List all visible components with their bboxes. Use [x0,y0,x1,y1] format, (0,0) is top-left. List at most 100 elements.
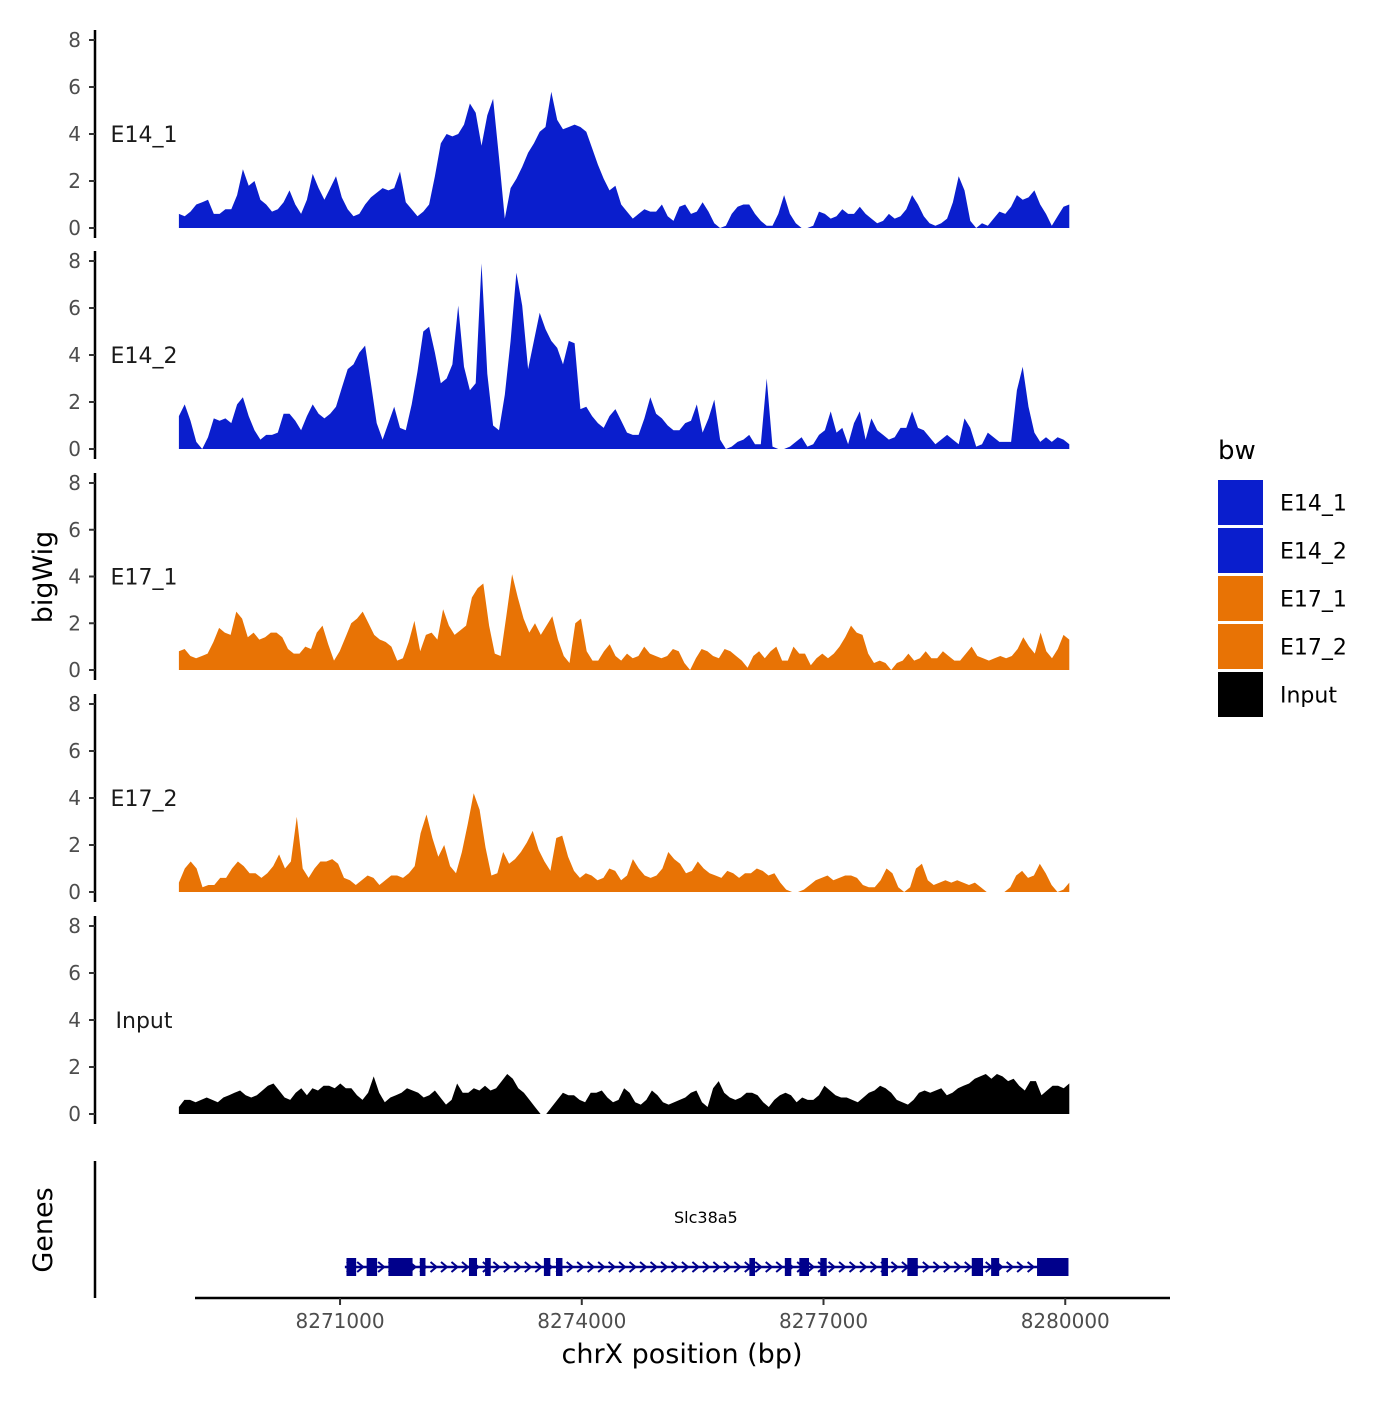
gene-exon [881,1258,888,1276]
legend-label: Input [1280,684,1337,709]
strand-arrow [649,1261,659,1273]
legend-label: E14_1 [1280,492,1347,517]
x-tick-label: 8280000 [1021,1309,1110,1333]
strand-arrow [534,1261,543,1273]
strand-arrow [440,1261,449,1273]
gene-exon [485,1258,491,1276]
x-tick-label: 8277000 [779,1309,868,1333]
strand-arrow [775,1261,784,1273]
track-label: E14_1 [111,123,178,148]
genes-axis-title: Genes [28,1187,59,1272]
tracks-layer: 0 2 4 6 8 E14_1 0 2 4 6 8 E14_2 0 2 4 6 8 E17_1 0 2 4 6 8 E17_2… [68,28,1070,1126]
track-label: Input [116,1009,173,1034]
gene-exon [346,1258,357,1276]
signal-area-Input [178,1074,1070,1114]
y-tick-label: 4 [68,343,81,367]
legend-key [1218,576,1263,621]
track-input: 0 2 4 6 8 Input [68,914,1070,1126]
strand-arrow [943,1261,952,1273]
strand-arrow [377,1261,386,1273]
strand-arrow [587,1261,596,1273]
legend-item-input: Input [1218,672,1337,717]
strand-arrow [691,1261,700,1273]
gene-name-label: Slc38a5 [674,1208,738,1227]
strand-arrow [607,1261,617,1273]
strand-arrow [566,1261,575,1273]
strand-arrow [1016,1261,1025,1273]
legend-label: E14_2 [1280,540,1347,565]
y-tick-label: 4 [68,786,81,810]
y-tick-label: 6 [68,518,81,542]
strand-arrow [492,1261,501,1273]
y-axis-title: bigWig [28,531,59,624]
strand-arrow [503,1261,512,1273]
gene-exon [799,1258,810,1276]
legend-item-e14-2: E14_2 [1218,528,1347,573]
y-tick-label: 2 [68,390,81,414]
strand-arrow [712,1261,721,1273]
gene-exon [749,1258,756,1276]
gene-exon [971,1258,984,1276]
strand-arrow [869,1261,879,1273]
strand-arrow [953,1261,962,1273]
y-tick-label: 2 [68,169,81,193]
x-tick-label: 8271000 [296,1309,385,1333]
gene-track: Slc38a5 [93,1161,1069,1298]
y-tick-label: 0 [68,216,81,240]
track-e14-2: 0 2 4 6 8 E14_2 [68,249,1070,461]
strand-arrow [1006,1261,1015,1273]
gene-exon [555,1258,563,1276]
legend-label: E17_2 [1280,636,1347,661]
strand-arrow [461,1261,470,1273]
strand-arrow [576,1261,585,1273]
y-tick-label: 6 [68,296,81,320]
strand-arrow [932,1261,941,1273]
y-tick-label: 8 [68,692,81,716]
y-tick-label: 8 [68,471,81,495]
legend-title: bw [1218,436,1256,466]
gene-exon [991,1258,1000,1276]
strand-arrow [848,1261,858,1273]
strand-arrow [922,1261,931,1273]
signal-area-E17_1 [178,574,1070,670]
strand-arrow [524,1261,533,1273]
track-label: E17_1 [111,566,178,591]
track-e17-2: 0 2 4 6 8 E17_2 [68,692,1070,904]
gene-exon [419,1258,426,1276]
gene-exon [820,1258,827,1276]
y-tick-label: 2 [68,833,81,857]
y-tick-label: 6 [68,961,81,985]
y-tick-label: 0 [68,880,81,904]
strand-arrow [639,1261,648,1273]
strand-arrow [618,1261,627,1273]
y-tick-label: 0 [68,437,81,461]
strand-arrow [733,1261,742,1273]
gene-exon [784,1258,792,1276]
strand-arrow [1026,1261,1036,1273]
track-e17-1: 0 2 4 6 8 E17_1 [68,471,1070,682]
strand-arrow [597,1261,606,1273]
strand-arrow [513,1261,522,1273]
strand-arrow [859,1261,868,1273]
strand-arrow [964,1261,973,1273]
track-label: E14_2 [111,344,178,369]
strand-arrow [670,1261,680,1273]
gene-exon [366,1258,378,1276]
signal-area-E17_2 [178,793,1070,892]
legend: E14_1 E14_2 E17_1 E17_2 Input [1218,480,1347,717]
y-tick-label: 6 [68,739,81,763]
legend-item-e17-2: E17_2 [1218,624,1347,669]
signal-area-E14_2 [178,263,1070,449]
gene-exon [907,1258,918,1276]
legend-key [1218,672,1263,717]
legend-key [1218,480,1263,525]
strand-arrow [765,1261,774,1273]
signal-area-E14_1 [178,91,1070,228]
strand-arrow [660,1261,669,1273]
strand-arrow [890,1261,899,1273]
strand-arrow [723,1261,732,1273]
legend-key [1218,528,1263,573]
strand-arrow [838,1261,847,1273]
